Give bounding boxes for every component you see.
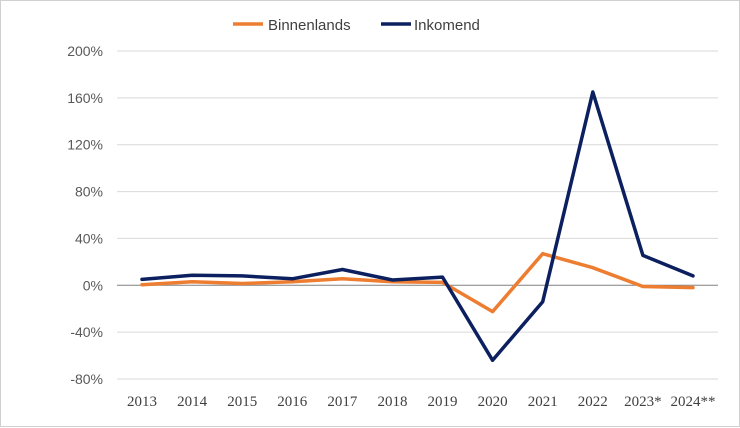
data-point-binnenlands	[290, 280, 294, 284]
legend-label-binnenlands: Binnenlands	[268, 17, 351, 34]
data-point-inkomend	[140, 277, 144, 281]
data-point-inkomend	[441, 275, 445, 279]
x-tick-label: 2024**	[670, 394, 715, 410]
y-tick-label: -80%	[70, 371, 103, 387]
x-tick-label: 2017	[327, 394, 358, 410]
data-point-binnenlands	[591, 266, 595, 270]
data-point-inkomend	[491, 358, 495, 362]
data-point-binnenlands	[641, 284, 645, 288]
x-tick-label: 2019	[428, 394, 458, 410]
series-lines	[140, 90, 695, 363]
data-point-inkomend	[340, 267, 344, 271]
data-point-binnenlands	[691, 286, 695, 290]
data-point-binnenlands	[491, 310, 495, 314]
data-point-binnenlands	[541, 252, 545, 256]
legend-label-inkomend: Inkomend	[414, 17, 480, 34]
x-tick-label: 2014	[177, 394, 208, 410]
data-point-inkomend	[290, 277, 294, 281]
x-axis-ticks: 2013 2014 2015 2016 2017 2018 2019 2020 2021 2022…	[127, 394, 715, 410]
data-point-binnenlands	[140, 283, 144, 287]
legend: Binnenlands Inkomend	[233, 17, 480, 34]
data-point-inkomend	[190, 273, 194, 277]
x-tick-label: 2015	[227, 394, 257, 410]
data-point-binnenlands	[340, 277, 344, 281]
data-point-inkomend	[591, 90, 595, 94]
y-tick-label: 0%	[83, 277, 103, 293]
x-tick-label: 2023*	[624, 394, 662, 410]
x-tick-label: 2013	[127, 394, 157, 410]
series-line-inkomend	[140, 90, 695, 363]
data-point-inkomend	[240, 274, 244, 278]
data-point-binnenlands	[240, 282, 244, 286]
gridlines	[117, 50, 718, 380]
y-tick-label: 80%	[75, 184, 103, 200]
y-tick-label: -40%	[70, 324, 103, 340]
x-tick-label: 2020	[478, 394, 508, 410]
x-tick-label: 2021	[528, 394, 558, 410]
x-tick-label: 2018	[377, 394, 407, 410]
x-tick-label: 2016	[277, 394, 308, 410]
y-tick-label: 40%	[75, 230, 103, 246]
y-axis-ticks: 200% 160% 120% 80% 40% 0% -40% -80%	[67, 43, 103, 387]
data-point-binnenlands	[190, 280, 194, 284]
data-point-inkomend	[641, 253, 645, 257]
series-line-binnenlands	[140, 251, 695, 314]
data-point-inkomend	[390, 278, 394, 282]
y-tick-label: 160%	[67, 90, 103, 106]
x-tick-label: 2022	[578, 394, 608, 410]
y-tick-label: 120%	[67, 137, 103, 153]
y-tick-label: 200%	[67, 43, 103, 59]
data-point-inkomend	[541, 300, 545, 304]
data-point-inkomend	[691, 274, 695, 278]
